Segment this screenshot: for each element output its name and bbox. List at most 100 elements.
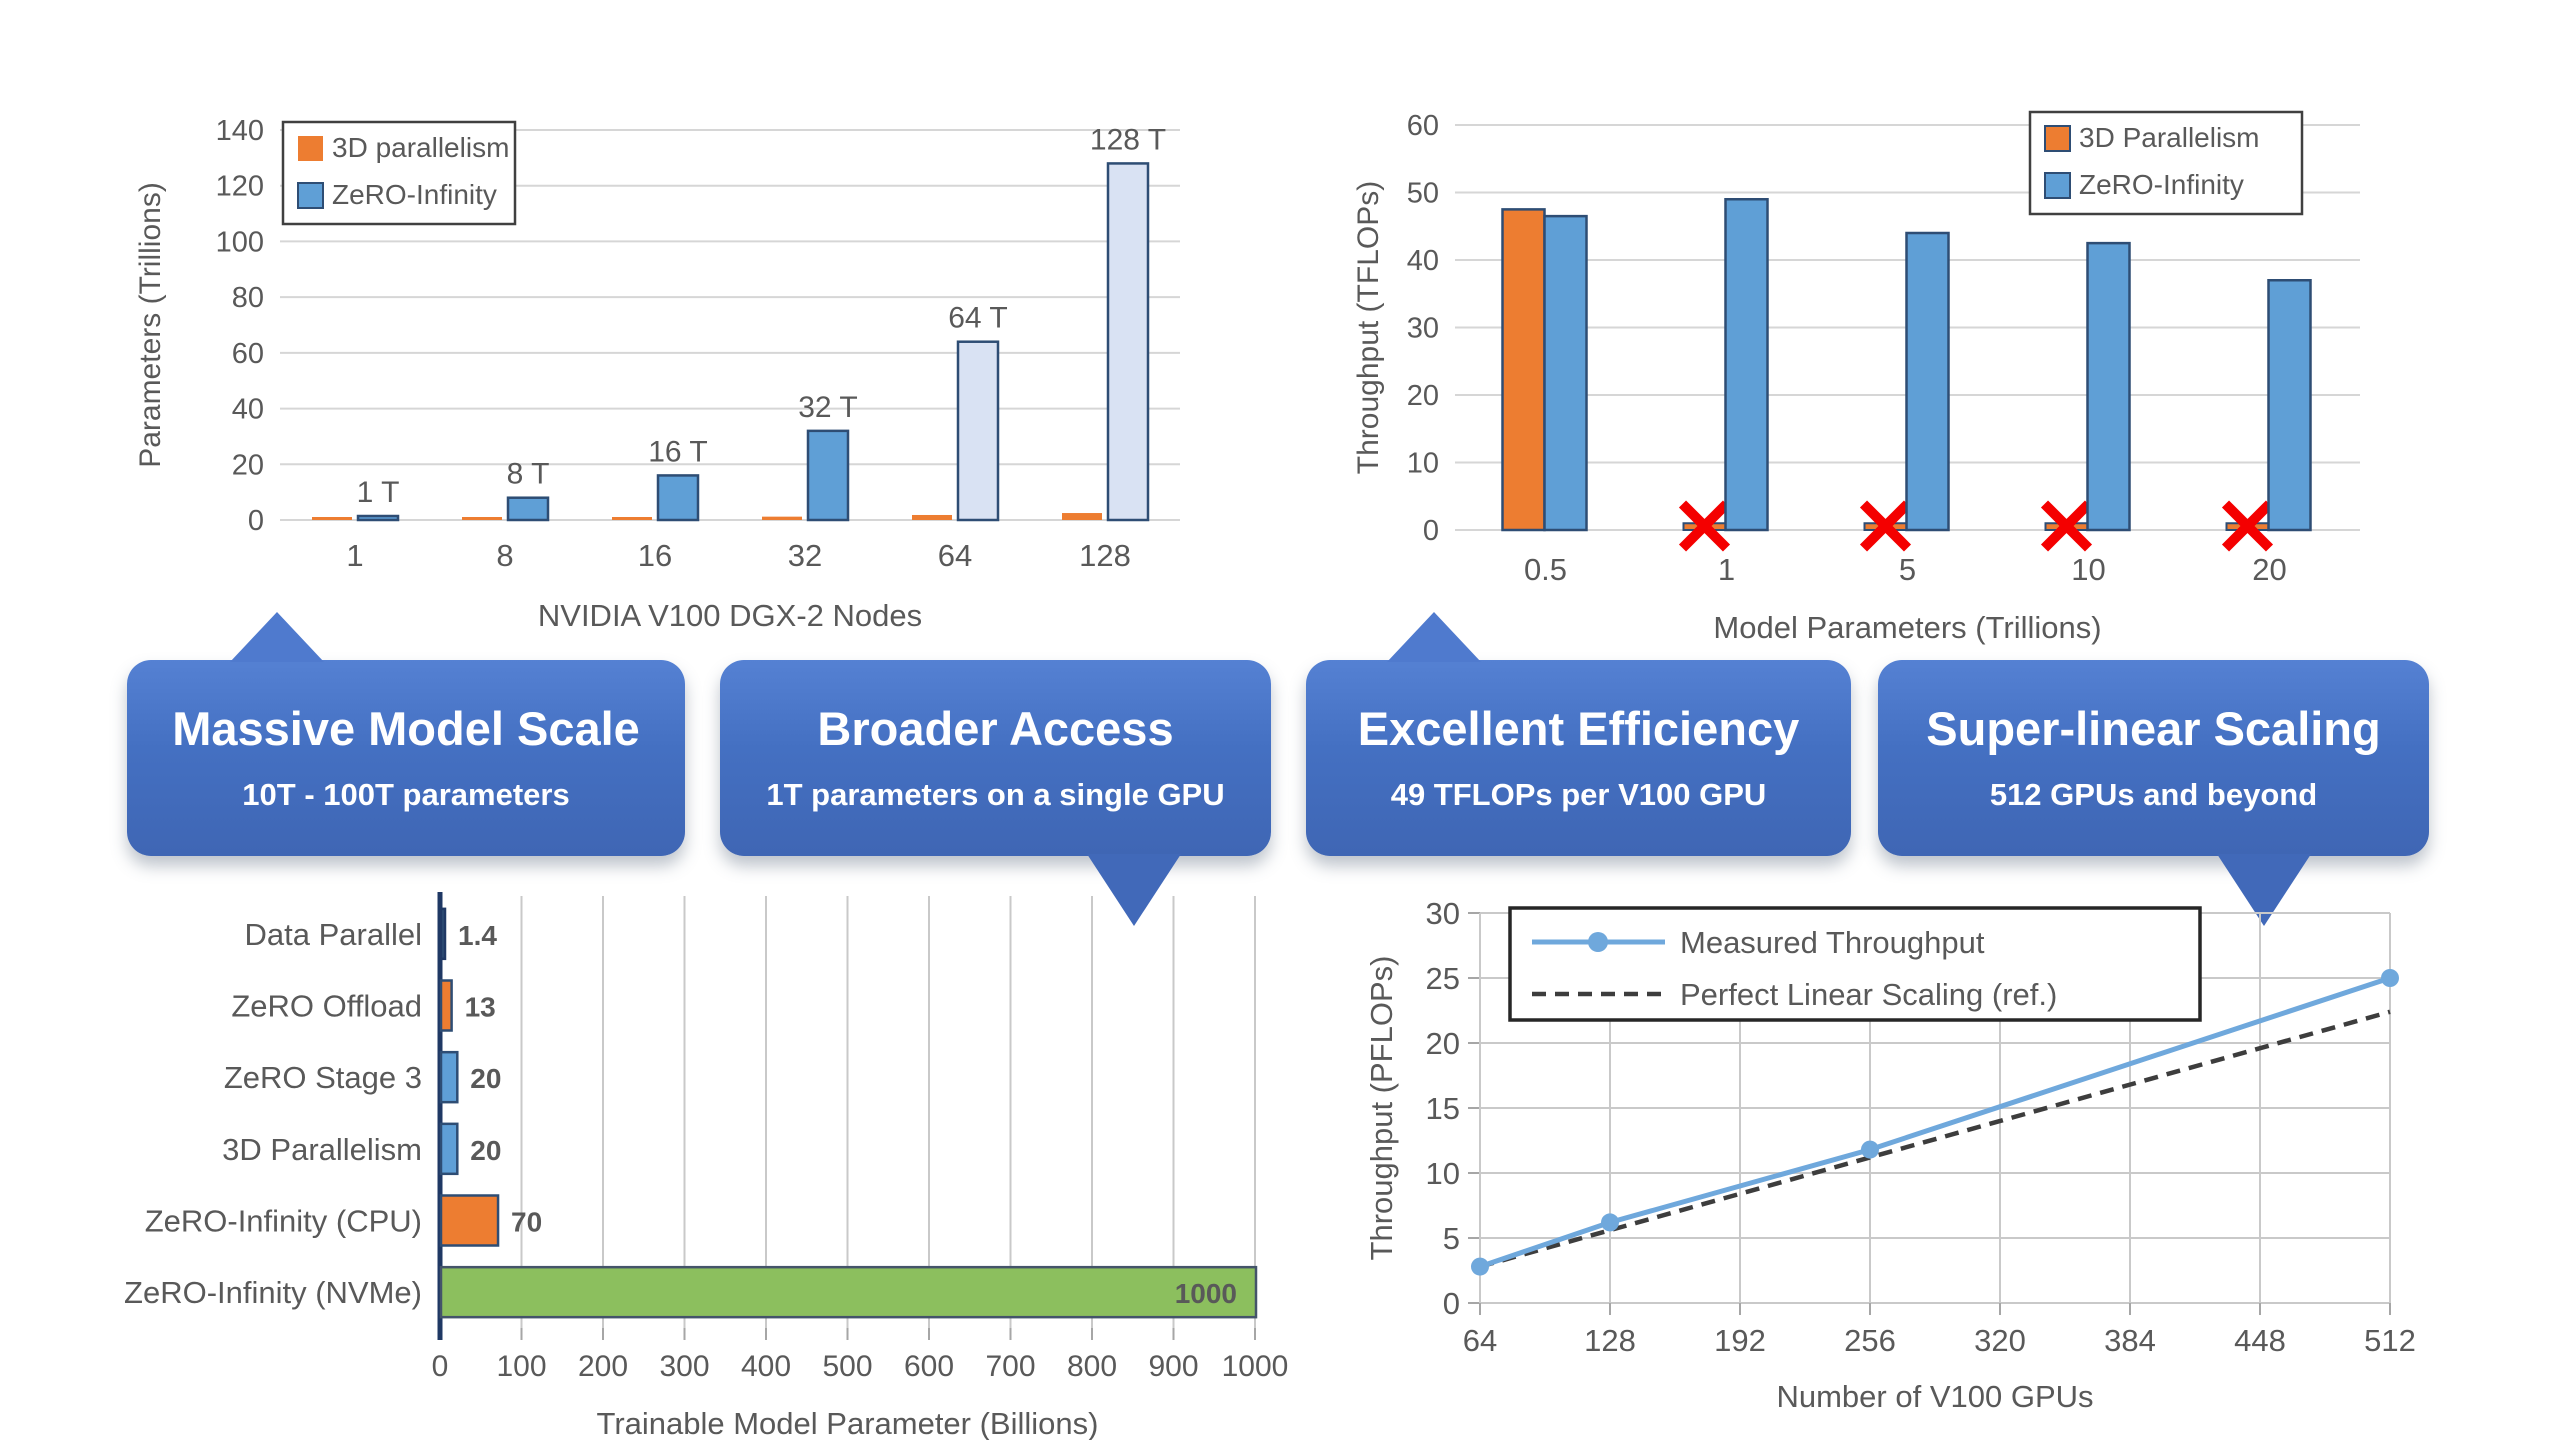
x-axis-title: NVIDIA V100 DGX-2 Nodes bbox=[538, 598, 922, 633]
x-tick-label: 512 bbox=[2364, 1323, 2416, 1358]
red-x-icon bbox=[2040, 500, 2093, 552]
bar-zero-infinity bbox=[1724, 198, 1769, 532]
x-tick-label: 500 bbox=[822, 1350, 872, 1383]
bar-value-label: 16 T bbox=[648, 435, 708, 468]
bar-value-label: 1 T bbox=[357, 476, 400, 509]
x-tick-label: 10 bbox=[2071, 552, 2105, 587]
x-tick-label: 384 bbox=[2104, 1323, 2156, 1358]
callout-subtitle: 512 GPUs and beyond bbox=[1989, 776, 2318, 812]
bar-3d-parallelism bbox=[762, 516, 802, 520]
bar-zero-infinity bbox=[806, 429, 850, 522]
legend-swatch-zero-infinity bbox=[2044, 172, 2071, 199]
x-axis-title: Trainable Model Parameter (Billions) bbox=[597, 1406, 1099, 1440]
x-tick-label: 448 bbox=[2234, 1323, 2286, 1358]
bar-zero-infinity bbox=[2267, 279, 2312, 532]
category-label: ZeRO-Infinity (NVMe) bbox=[124, 1275, 422, 1310]
legend: 3D Parallelism ZeRO-Infinity bbox=[2028, 110, 2304, 216]
bar-zero-infinity bbox=[1905, 231, 1950, 532]
x-tick-label: 200 bbox=[578, 1350, 628, 1383]
category-label: ZeRO Stage 3 bbox=[224, 1060, 422, 1095]
x-tick-label: 320 bbox=[1974, 1323, 2026, 1358]
legend-label: Measured Throughput bbox=[1680, 925, 1985, 960]
bar-3d-parallelism bbox=[462, 517, 502, 520]
x-tick-label: 256 bbox=[1844, 1323, 1896, 1358]
y-axis-title: Throughput (TFLOPs) bbox=[1352, 181, 1385, 474]
bar-zero-infinity bbox=[356, 514, 400, 522]
x-tick-label: 100 bbox=[496, 1350, 546, 1383]
chart-superlinear-scaling-line: 0 5 10 15 20 25 30 64 128 192 256 320 384 448 512 Throu… bbox=[1364, 896, 2416, 1414]
red-x-icon bbox=[2221, 500, 2274, 552]
callout-pointer-down-icon bbox=[1087, 854, 1181, 926]
bar-value-label: 20 bbox=[470, 1063, 501, 1094]
legend-label: ZeRO-Infinity bbox=[332, 179, 497, 210]
y-tick-label: 40 bbox=[1407, 245, 1439, 277]
perfect-linear-scaling-line bbox=[1479, 1009, 2391, 1269]
legend-label: 3D Parallelism bbox=[2079, 122, 2260, 153]
callout-superlinear-scaling: Super-linear Scaling 512 GPUs and beyond bbox=[1878, 660, 2429, 926]
x-tick-label: 0 bbox=[432, 1350, 449, 1383]
category-label: 3D Parallelism bbox=[222, 1132, 422, 1167]
category-label: ZeRO Offload bbox=[231, 989, 422, 1024]
bar-value-label: 70 bbox=[511, 1207, 542, 1238]
bar-zero-infinity bbox=[506, 496, 550, 522]
bar-zero-infinity-cpu- bbox=[439, 1194, 500, 1247]
y-tick-label: 0 bbox=[248, 505, 264, 537]
legend-swatch-3d-parallelism bbox=[2044, 125, 2071, 152]
callout-broader-access: Broader Access 1T parameters on a single… bbox=[720, 660, 1271, 926]
x-tick-label: 64 bbox=[1463, 1323, 1497, 1358]
measured-throughput-line bbox=[1479, 975, 2391, 1269]
x-tick-label: 64 bbox=[938, 538, 972, 573]
bar-value-label: 1.4 bbox=[458, 920, 497, 951]
y-tick-label: 20 bbox=[232, 449, 264, 481]
callout-title: Super-linear Scaling bbox=[1926, 702, 2381, 756]
data-point-marker bbox=[1471, 1257, 1489, 1276]
x-tick-label: 32 bbox=[788, 538, 822, 573]
y-tick-label: 120 bbox=[216, 171, 264, 203]
x-tick-label: 1 bbox=[346, 538, 363, 573]
x-tick-label: 8 bbox=[496, 538, 513, 573]
bar-zero-infinity bbox=[1106, 162, 1150, 522]
y-tick-label: 80 bbox=[232, 282, 264, 314]
x-tick-label: 5 bbox=[1899, 552, 1916, 587]
y-tick-label: 0 bbox=[1443, 1286, 1460, 1321]
callout-subtitle: 10T - 100T parameters bbox=[242, 776, 570, 812]
callout-pointer-up-icon bbox=[230, 612, 324, 662]
x-tick-label: 900 bbox=[1148, 1350, 1198, 1383]
bars bbox=[439, 907, 1258, 1319]
x-tick-label: 600 bbox=[904, 1350, 954, 1383]
bar-3d-parallelism bbox=[912, 514, 952, 520]
callout-subtitle: 1T parameters on a single GPU bbox=[766, 776, 1225, 812]
red-x-icon bbox=[1859, 500, 1912, 552]
callout-title: Broader Access bbox=[817, 702, 1174, 756]
bar-zero-offload bbox=[439, 979, 453, 1032]
bars bbox=[312, 162, 1150, 522]
bar-value-label: 8 T bbox=[507, 458, 550, 491]
legend: 3D parallelism ZeRO-Infinity bbox=[281, 120, 517, 226]
y-tick-label: 50 bbox=[1407, 178, 1439, 210]
red-x-icon bbox=[1678, 500, 1731, 552]
y-tick-label: 60 bbox=[232, 338, 264, 370]
bar-value-label: 20 bbox=[470, 1135, 501, 1166]
x-tick-label: 300 bbox=[659, 1350, 709, 1383]
x-tick-label: 192 bbox=[1714, 1323, 1766, 1358]
x-tick-label: 0.5 bbox=[1524, 552, 1567, 587]
y-tick-label: 100 bbox=[216, 226, 264, 258]
y-tick-label: 0 bbox=[1423, 515, 1439, 547]
legend-label: ZeRO-Infinity bbox=[2079, 169, 2244, 200]
bar-value-label: 128 T bbox=[1090, 123, 1166, 156]
category-label: ZeRO-Infinity (CPU) bbox=[145, 1204, 422, 1239]
x-tick-label: 1000 bbox=[1222, 1350, 1289, 1383]
legend-swatch-3d-parallelism bbox=[298, 136, 323, 161]
bar-3d-parallelism bbox=[612, 517, 652, 520]
bar-data-parallel bbox=[439, 907, 447, 961]
y-tick-label: 10 bbox=[1426, 1156, 1460, 1191]
callout-massive-model-scale: Massive Model Scale 10T - 100T parameter… bbox=[127, 612, 685, 856]
callout-title: Massive Model Scale bbox=[172, 702, 640, 756]
legend-label: Perfect Linear Scaling (ref.) bbox=[1680, 977, 2057, 1012]
x-tick-label: 16 bbox=[638, 538, 672, 573]
y-tick-label: 20 bbox=[1426, 1026, 1460, 1061]
bar-zero-infinity bbox=[956, 340, 1000, 522]
bar-3d-parallelism bbox=[1062, 513, 1102, 520]
x-tick-label: 400 bbox=[741, 1350, 791, 1383]
